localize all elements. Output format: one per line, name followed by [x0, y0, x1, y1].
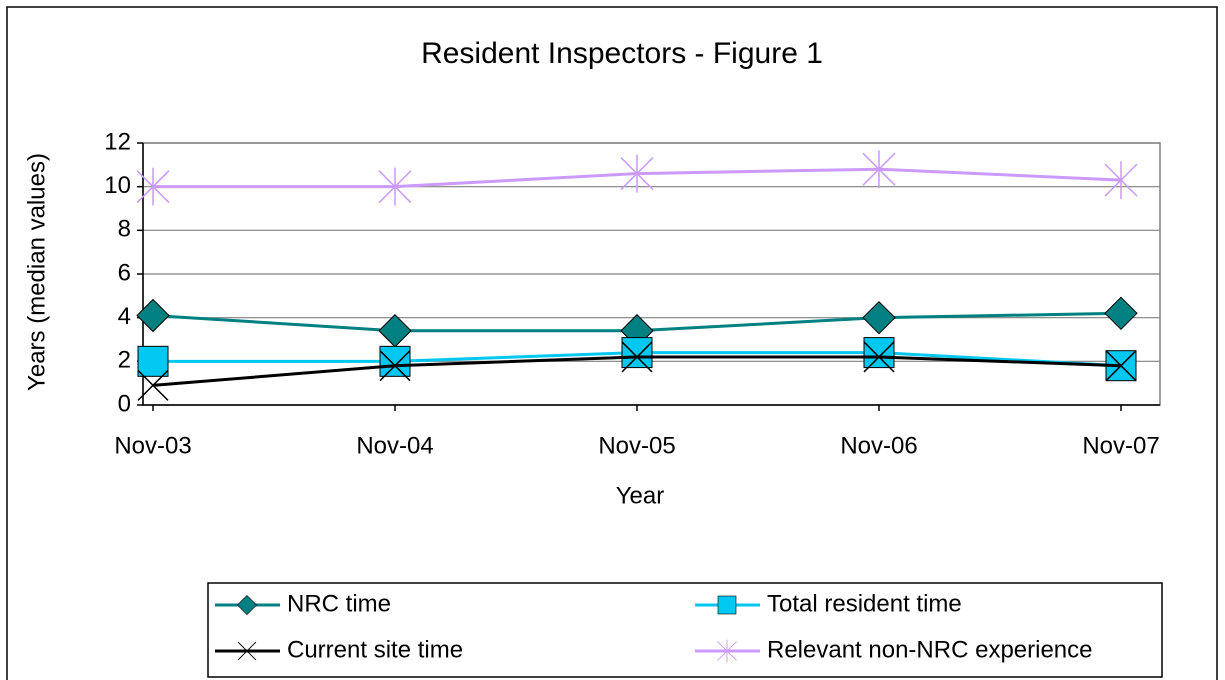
marker: [379, 345, 411, 377]
marker: [1104, 161, 1138, 200]
legend-frame: [207, 582, 1163, 678]
marker: [137, 345, 169, 377]
marker: [863, 341, 895, 373]
marker: [136, 167, 170, 206]
x-tick-label: Nov-03: [114, 432, 191, 459]
marker: [378, 167, 412, 206]
x-tick-label: Nov-04: [356, 432, 433, 459]
marker: [1105, 350, 1137, 382]
marker: [621, 337, 653, 369]
legend-marker: [717, 595, 737, 615]
legend-label: NRC time: [287, 590, 391, 617]
y-tick-label: 6: [118, 259, 131, 286]
legend-marker: [236, 594, 258, 616]
x-tick-label: Nov-07: [1082, 432, 1159, 459]
marker: [863, 337, 895, 369]
x-axis-label: Year: [616, 482, 665, 509]
legend-marker: [717, 639, 737, 663]
marker: [379, 350, 411, 382]
y-axis-label: Years (median values): [23, 153, 50, 391]
x-tick-label: Nov-05: [598, 432, 675, 459]
legend-label: Relevant non-NRC experience: [767, 636, 1093, 663]
marker: [862, 300, 896, 335]
marker: [621, 341, 653, 373]
marker: [1104, 296, 1138, 331]
marker: [137, 369, 169, 401]
y-tick-label: 10: [104, 172, 131, 199]
y-tick-label: 12: [104, 128, 131, 155]
y-tick-label: 0: [118, 390, 131, 417]
marker: [136, 298, 170, 333]
y-tick-label: 8: [118, 216, 131, 243]
legend-label: Current site time: [287, 636, 463, 663]
y-tick-label: 4: [118, 303, 131, 330]
chart-title: Resident Inspectors - Figure 1: [421, 37, 823, 70]
legend-label: Total resident time: [767, 590, 962, 617]
marker: [862, 150, 896, 189]
x-tick-label: Nov-06: [840, 432, 917, 459]
legend-marker: [237, 641, 257, 661]
y-tick-label: 2: [118, 347, 131, 374]
marker: [620, 154, 654, 193]
